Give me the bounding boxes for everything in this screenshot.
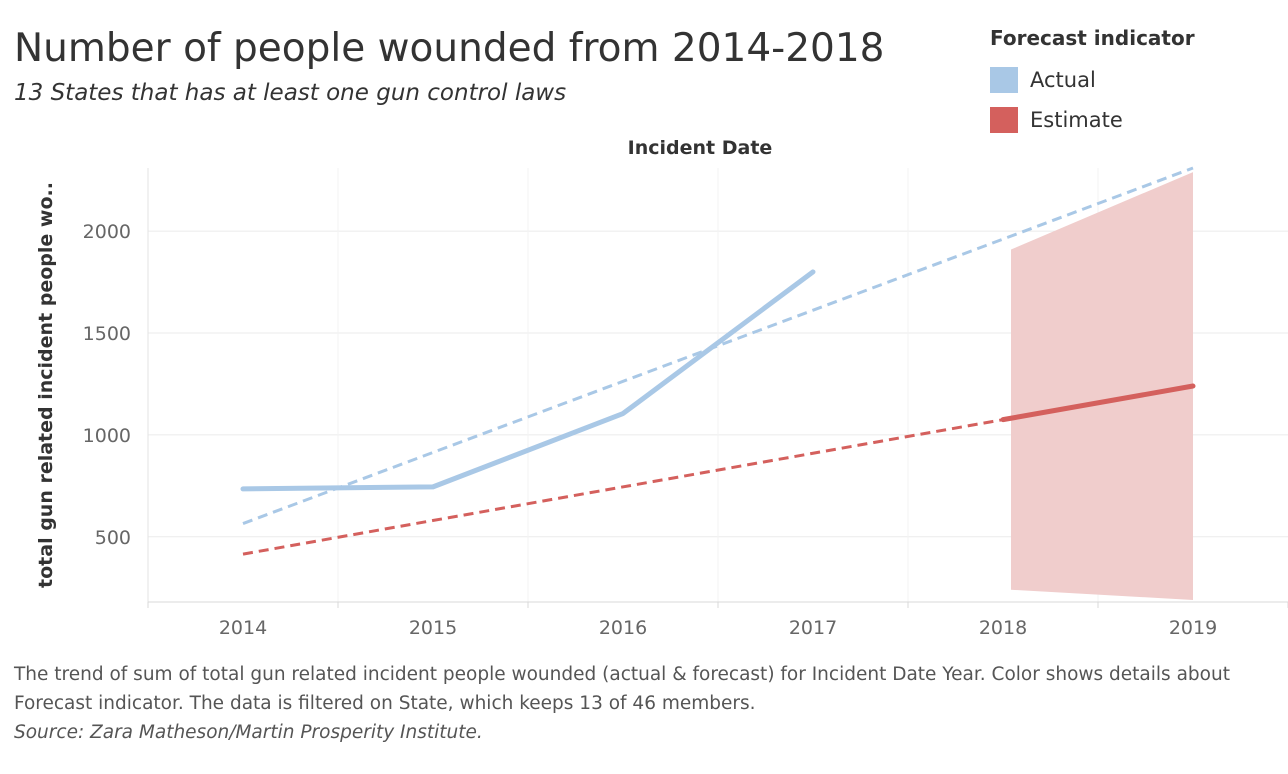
legend-label-estimate: Estimate (1030, 108, 1123, 132)
legend-label-actual: Actual (1030, 68, 1096, 92)
series-line-estimate (1000, 383, 1196, 423)
x-tick-label-2016: 2016 (599, 617, 647, 639)
x-tick-label-2019: 2019 (1169, 617, 1217, 639)
legend-item-actual[interactable]: Actual (990, 60, 1195, 100)
x-tick-label-2018: 2018 (979, 617, 1027, 639)
legend-swatch-estimate (990, 107, 1018, 133)
legend-item-estimate[interactable]: Estimate (990, 100, 1195, 140)
x-axis-title: Incident Date (627, 137, 773, 159)
legend: Forecast indicator Actual Estimate (990, 26, 1195, 140)
x-axis-header: Incident Date (0, 137, 1288, 159)
chart-caption: The trend of sum of total gun related in… (14, 660, 1284, 747)
trend-line-0 (242, 166, 1194, 525)
y-tick-label-1500: 1500 (83, 323, 131, 345)
y-tick-label-500: 500 (95, 527, 131, 549)
x-tick-label-2014: 2014 (219, 617, 267, 639)
caption-text: The trend of sum of total gun related in… (14, 664, 1230, 714)
y-tick-label-2000: 2000 (83, 221, 131, 243)
y-tick-label-1000: 1000 (83, 425, 131, 447)
legend-title: Forecast indicator (990, 26, 1195, 50)
trend-line-1 (242, 418, 1004, 556)
chart-subtitle: 13 States that has at least one gun cont… (14, 80, 567, 106)
legend-swatch-actual (990, 67, 1018, 93)
x-tick-label-2017: 2017 (789, 617, 837, 639)
caption-source: Source: Zara Matheson/Martin Prosperity … (14, 722, 483, 743)
chart-title: Number of people wounded from 2014-2018 (14, 26, 885, 71)
forecast-band (1011, 172, 1193, 600)
x-tick-label-2015: 2015 (409, 617, 457, 639)
series-line-actual (240, 269, 816, 492)
